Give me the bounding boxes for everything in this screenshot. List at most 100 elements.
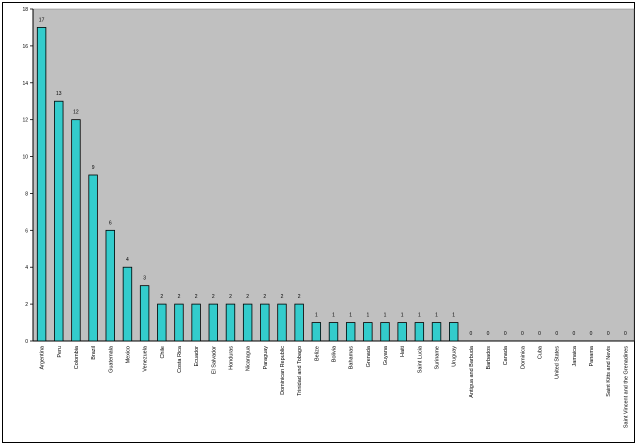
category-label: Colombia — [74, 345, 80, 369]
bar — [208, 303, 218, 342]
category-label: El Salvador — [211, 346, 217, 374]
bar — [311, 322, 322, 342]
data-label: 3 — [143, 276, 146, 282]
category-label: Jamaica — [572, 345, 578, 366]
category-label: Peru — [57, 346, 63, 358]
data-label: 0 — [521, 331, 524, 337]
chart-frame: 0 2 4 6 8 10 12 14 16 18 17 13 12 9 6 4 3 2 2 2 2 2 2 2 2 2 1 1 1 1 1… — [2, 2, 635, 443]
bar — [36, 27, 47, 342]
category-label: Canada — [503, 345, 509, 365]
bar — [449, 322, 459, 342]
category-label: Trinidad and Tobago — [297, 346, 303, 396]
data-label: 4 — [126, 257, 129, 263]
data-label: 0 — [607, 331, 610, 337]
category-label: Panama — [589, 345, 595, 366]
data-label: 17 — [39, 17, 45, 23]
category-label: Cuba — [538, 345, 544, 359]
data-label: 1 — [384, 313, 387, 319]
data-label: 1 — [435, 313, 438, 319]
y-tick-label: 16 — [22, 44, 28, 50]
data-label: 1 — [401, 313, 404, 319]
bars — [36, 27, 459, 342]
category-label: Suriname — [435, 346, 441, 370]
category-label: United States — [555, 346, 561, 379]
category-label: Saint Kitts and Nevis — [606, 346, 612, 397]
data-label: 1 — [418, 313, 421, 319]
category-label: Nicaragua — [246, 345, 252, 371]
bar — [345, 322, 356, 342]
category-label: Brazil — [91, 346, 97, 360]
category-label: Mexico — [125, 346, 131, 363]
bar — [328, 322, 339, 342]
bar — [71, 119, 81, 342]
data-label: 1 — [349, 313, 352, 319]
data-label: 1 — [332, 313, 335, 319]
data-label: 0 — [624, 331, 627, 337]
category-label: Venezuela — [143, 345, 149, 372]
category-label: Dominica — [520, 345, 526, 369]
data-label: 2 — [298, 294, 301, 300]
bar — [191, 303, 201, 342]
data-label: 2 — [246, 294, 249, 300]
category-label: Uruguay — [452, 346, 458, 367]
bar — [157, 303, 167, 342]
y-tick-label: 4 — [25, 265, 28, 271]
data-label: 13 — [56, 91, 62, 97]
category-label: Argentina — [40, 345, 46, 369]
data-label: 6 — [109, 220, 112, 226]
bar — [260, 303, 270, 342]
data-label: 2 — [160, 294, 163, 300]
data-label: 0 — [504, 331, 507, 337]
category-label: Antigua and Barbuda — [469, 345, 475, 398]
data-label: 0 — [469, 331, 472, 337]
bar — [397, 322, 407, 342]
data-label: 9 — [92, 165, 95, 171]
data-label: 1 — [315, 313, 318, 319]
data-label: 1 — [452, 313, 455, 319]
bar — [431, 322, 442, 342]
category-label: Grenada — [366, 345, 372, 367]
y-tick-label: 18 — [22, 7, 28, 13]
data-label: 0 — [573, 331, 576, 337]
category-label: Guatemala — [108, 345, 114, 373]
data-labels: 17 13 12 9 6 4 3 2 2 2 2 2 2 2 2 2 1 1 1 1 1 1 1 1 1 0 0 0 0 0 0 0 0 0 0 — [39, 17, 627, 337]
category-label: Bahamas — [349, 346, 355, 369]
category-label: Ecuador — [194, 346, 200, 367]
y-tick-label: 8 — [25, 191, 28, 197]
y-tick-label: 6 — [25, 228, 28, 234]
data-label: 0 — [590, 331, 593, 337]
category-label: Saint Vincent and the Grenadines — [623, 346, 629, 428]
bar — [122, 266, 133, 342]
category-label: Bolivia — [332, 345, 338, 362]
bar — [242, 303, 253, 342]
data-label: 12 — [73, 110, 79, 116]
category-label: Dominican Republic — [280, 346, 286, 395]
category-label: Saint Lucia — [417, 345, 423, 373]
y-tick-label: 10 — [22, 155, 28, 161]
y-axis-ticks: 0 2 4 6 8 10 12 14 16 18 — [22, 7, 33, 345]
data-label: 0 — [538, 331, 541, 337]
bar — [363, 322, 373, 342]
data-label: 1 — [366, 313, 369, 319]
bar — [414, 322, 425, 342]
plot-area — [32, 8, 635, 342]
y-tick-label: 0 — [25, 339, 28, 345]
bar — [174, 303, 184, 342]
category-label: Guyana — [383, 345, 389, 365]
category-label: Costa Rica — [177, 345, 183, 373]
data-label: 2 — [263, 294, 266, 300]
category-label: Belize — [314, 346, 320, 361]
bar — [139, 285, 150, 342]
data-label: 2 — [195, 294, 198, 300]
data-label: 2 — [281, 294, 284, 300]
category-label: Honduras — [228, 346, 234, 370]
y-tick-label: 12 — [22, 118, 28, 124]
data-label: 0 — [487, 331, 490, 337]
data-label: 2 — [229, 294, 232, 300]
bar — [105, 229, 115, 342]
category-label: Haiti — [400, 346, 406, 357]
category-labels: Argentina Peru Colombia Brazil Guatemala Mexi… — [40, 345, 630, 428]
y-tick-label: 14 — [22, 81, 28, 87]
category-label: Chile — [160, 346, 166, 359]
